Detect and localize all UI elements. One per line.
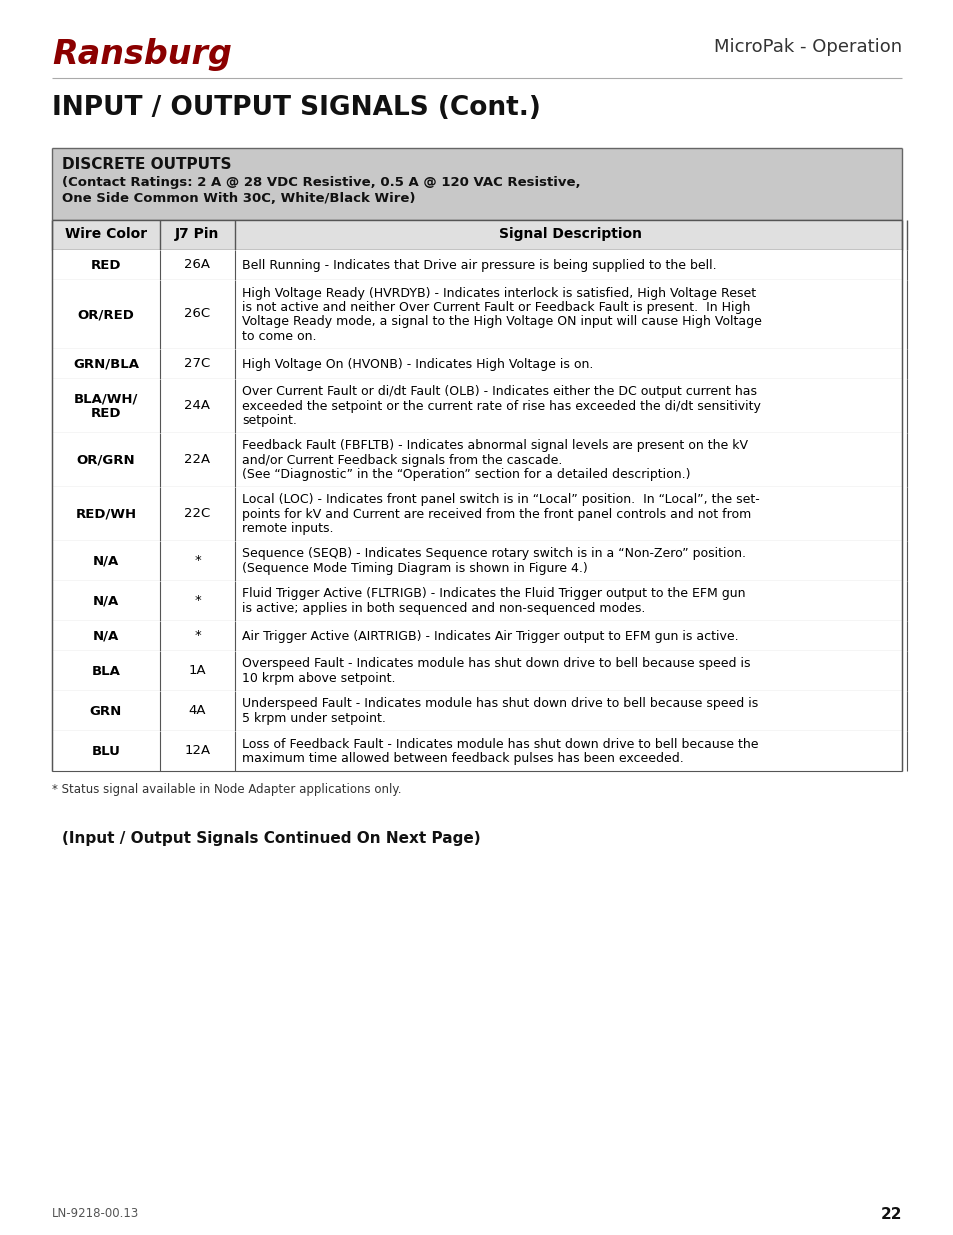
Text: remote inputs.: remote inputs. (242, 522, 334, 535)
Text: DISCRETE OUTPUTS: DISCRETE OUTPUTS (62, 157, 232, 172)
Text: GRN/BLA: GRN/BLA (73, 358, 139, 370)
Text: points for kV and Current are received from the front panel controls and not fro: points for kV and Current are received f… (242, 508, 750, 521)
Text: RED/WH: RED/WH (75, 508, 136, 521)
Text: Feedback Fault (FBFLTB) - Indicates abnormal signal levels are present on the kV: Feedback Fault (FBFLTB) - Indicates abno… (242, 440, 747, 452)
Text: OR/RED: OR/RED (77, 309, 134, 321)
Bar (52, 692, 901, 731)
Text: 5 krpm under setpoint.: 5 krpm under setpoint. (242, 713, 385, 725)
Text: 26A: 26A (184, 258, 211, 270)
Bar (52, 731, 901, 771)
Text: and/or Current Feedback signals from the cascade.: and/or Current Feedback signals from the… (242, 453, 561, 467)
Text: *: * (193, 594, 201, 606)
Text: One Side Common With 30C, White/Black Wire): One Side Common With 30C, White/Black Wi… (62, 191, 416, 205)
Bar (52, 487, 901, 541)
Bar (52, 280, 901, 350)
Text: GRN: GRN (90, 705, 122, 718)
Text: High Voltage Ready (HVRDYB) - Indicates interlock is satisfied, High Voltage Res: High Voltage Ready (HVRDYB) - Indicates … (242, 287, 756, 300)
Text: Signal Description: Signal Description (499, 227, 641, 241)
Text: RED: RED (91, 408, 121, 420)
Text: *: * (193, 629, 201, 642)
Text: setpoint.: setpoint. (242, 414, 296, 427)
Text: to come on.: to come on. (242, 330, 316, 343)
Text: is not active and neither Over Current Fault or Feedback Fault is present.  In H: is not active and neither Over Current F… (242, 301, 750, 314)
Text: Air Trigger Active (AIRTRIGB) - Indicates Air Trigger output to EFM gun is activ: Air Trigger Active (AIRTRIGB) - Indicate… (242, 630, 738, 642)
Text: BLA/WH/: BLA/WH/ (73, 393, 138, 405)
Text: * Status signal available in Node Adapter applications only.: * Status signal available in Node Adapte… (52, 783, 401, 797)
Text: maximum time allowed between feedback pulses has been exceeded.: maximum time allowed between feedback pu… (242, 752, 683, 764)
Bar (52, 651, 901, 692)
Text: Loss of Feedback Fault - Indicates module has shut down drive to bell because th: Loss of Feedback Fault - Indicates modul… (242, 737, 758, 751)
Text: (See “Diagnostic” in the “Operation” section for a detailed description.): (See “Diagnostic” in the “Operation” sec… (242, 468, 690, 482)
Bar (52, 249, 901, 280)
Bar (52, 148, 901, 220)
Text: *: * (193, 553, 201, 567)
Text: Voltage Ready mode, a signal to the High Voltage ON input will cause High Voltag: Voltage Ready mode, a signal to the High… (242, 315, 761, 329)
Text: BLU: BLU (91, 745, 120, 758)
Text: 24A: 24A (184, 399, 211, 411)
Text: 4A: 4A (189, 704, 206, 716)
Bar (52, 220, 901, 249)
Text: J7 Pin: J7 Pin (175, 227, 219, 241)
Bar (52, 350, 901, 379)
Bar (52, 541, 901, 580)
Text: exceeded the setpoint or the current rate of rise has exceeded the di/dt sensiti: exceeded the setpoint or the current rat… (242, 400, 760, 412)
Text: N/A: N/A (92, 630, 119, 642)
Text: Sequence (SEQB) - Indicates Sequence rotary switch is in a “Non-Zero” position.: Sequence (SEQB) - Indicates Sequence rot… (242, 547, 745, 561)
Text: 22C: 22C (184, 506, 211, 520)
Text: Local (LOC) - Indicates front panel switch is in “Local” position.  In “Local”, : Local (LOC) - Indicates front panel swit… (242, 493, 759, 506)
Text: BLA: BLA (91, 664, 120, 678)
Text: Underspeed Fault - Indicates module has shut down drive to bell because speed is: Underspeed Fault - Indicates module has … (242, 698, 758, 710)
Text: N/A: N/A (92, 595, 119, 608)
Bar (52, 580, 901, 621)
Text: LN-9218-00.13: LN-9218-00.13 (52, 1207, 139, 1220)
Text: Overspeed Fault - Indicates module has shut down drive to bell because speed is: Overspeed Fault - Indicates module has s… (242, 657, 750, 671)
Text: 1A: 1A (189, 663, 206, 677)
Text: (Sequence Mode Timing Diagram is shown in Figure 4.): (Sequence Mode Timing Diagram is shown i… (242, 562, 587, 576)
Text: Ransburg: Ransburg (52, 38, 232, 70)
Text: Fluid Trigger Active (FLTRIGB) - Indicates the Fluid Trigger output to the EFM g: Fluid Trigger Active (FLTRIGB) - Indicat… (242, 588, 744, 600)
Text: Over Current Fault or di/dt Fault (OLB) - Indicates either the DC output current: Over Current Fault or di/dt Fault (OLB) … (242, 385, 757, 398)
Text: 27C: 27C (184, 357, 211, 369)
Text: 26C: 26C (184, 308, 211, 320)
Text: 22: 22 (880, 1207, 901, 1221)
Text: (Input / Output Signals Continued On Next Page): (Input / Output Signals Continued On Nex… (62, 831, 480, 846)
Text: is active; applies in both sequenced and non-sequenced modes.: is active; applies in both sequenced and… (242, 601, 644, 615)
Text: RED: RED (91, 259, 121, 272)
Text: INPUT / OUTPUT SIGNALS (Cont.): INPUT / OUTPUT SIGNALS (Cont.) (52, 95, 540, 121)
Text: Wire Color: Wire Color (65, 227, 147, 241)
Text: (Contact Ratings: 2 A @ 28 VDC Resistive, 0.5 A @ 120 VAC Resistive,: (Contact Ratings: 2 A @ 28 VDC Resistive… (62, 177, 580, 189)
Text: 12A: 12A (184, 743, 211, 757)
Text: 10 krpm above setpoint.: 10 krpm above setpoint. (242, 672, 395, 685)
Text: Bell Running - Indicates that Drive air pressure is being supplied to the bell.: Bell Running - Indicates that Drive air … (242, 259, 716, 272)
Text: 22A: 22A (184, 453, 211, 466)
Text: OR/GRN: OR/GRN (76, 453, 135, 467)
Bar (52, 433, 901, 487)
Bar (52, 621, 901, 651)
Text: High Voltage On (HVONB) - Indicates High Voltage is on.: High Voltage On (HVONB) - Indicates High… (242, 358, 593, 370)
Text: N/A: N/A (92, 555, 119, 568)
Text: MicroPak - Operation: MicroPak - Operation (713, 38, 901, 56)
Bar (52, 379, 901, 433)
